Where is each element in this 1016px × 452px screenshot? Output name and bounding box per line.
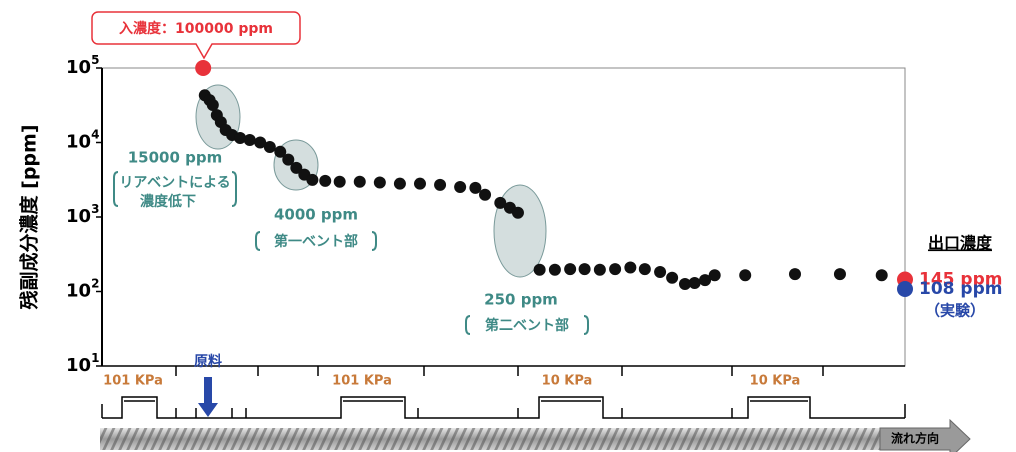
bracket	[113, 171, 589, 335]
outlet-label: 145 ppm	[919, 269, 1002, 289]
data-point	[434, 178, 447, 191]
data-point	[511, 206, 524, 219]
annotation: 第一ベント部	[274, 233, 358, 250]
y-tick-exponent: 5	[91, 53, 99, 67]
data-point	[333, 175, 346, 188]
data-point	[533, 263, 546, 276]
flow-arrow	[879, 418, 971, 452]
feed-label: 原料	[194, 353, 222, 370]
data-point	[479, 188, 492, 201]
y-tick-exponent: 4	[91, 127, 99, 141]
data-point	[469, 181, 482, 194]
y-tick-exponent: 1	[91, 351, 99, 365]
data-point	[353, 175, 366, 188]
vent-highlight	[195, 84, 547, 278]
y-tick-base: 10	[66, 57, 91, 78]
data-point	[306, 173, 319, 186]
data-point	[319, 174, 332, 187]
data-point	[206, 98, 219, 111]
data-point	[494, 196, 507, 209]
data-point	[578, 263, 591, 276]
annotation: 250 ppm	[484, 291, 558, 309]
y-tick-label: 105	[66, 53, 99, 79]
data-point	[234, 131, 247, 144]
screw-thread	[100, 428, 890, 450]
data-point	[564, 263, 577, 276]
data-point	[708, 269, 721, 282]
pressure-label: 101 KPa	[103, 374, 163, 389]
y-tick-label: 101	[66, 351, 99, 377]
annotation: 第二ベント部	[485, 317, 569, 334]
y-tick-base: 10	[66, 206, 91, 227]
outlet-point	[897, 281, 913, 298]
data-point	[654, 265, 667, 278]
feed-arrow	[198, 377, 218, 417]
y-tick-exponent: 2	[91, 276, 99, 290]
data-point	[678, 278, 691, 291]
data-point	[282, 153, 295, 166]
y-tick-exponent: 3	[91, 202, 99, 216]
data-point	[413, 177, 426, 190]
data-point	[274, 145, 287, 158]
data-point	[243, 134, 256, 147]
data-point	[263, 141, 276, 154]
data-point	[699, 274, 712, 287]
outlet-label: 108 ppm	[919, 279, 1002, 299]
y-axis-title: 残副成分濃度 [ppm]	[18, 125, 41, 310]
y-tick-base: 10	[66, 281, 91, 302]
outlet-title: 出口濃度	[928, 234, 993, 253]
inlet-point	[195, 60, 212, 76]
data-point	[609, 263, 622, 276]
y-tick-base: 10	[66, 132, 91, 153]
y-tick-label: 102	[66, 276, 99, 302]
y-tick-base: 10	[66, 355, 91, 376]
annotation: 濃度低下	[140, 193, 196, 210]
data-point	[739, 269, 752, 282]
y-tick-label: 103	[66, 202, 99, 228]
data-point	[666, 271, 679, 284]
data-point	[788, 268, 801, 281]
inlet-label: 入濃度：100000 ppm	[119, 20, 273, 37]
data-point	[393, 177, 406, 190]
annotation: 4000 ppm	[274, 206, 358, 224]
data-point	[688, 277, 701, 290]
data-point	[290, 161, 303, 174]
data-point	[638, 263, 651, 276]
pressure-label: 10 KPa	[750, 374, 801, 389]
y-tick-label: 104	[66, 127, 99, 153]
data-point	[624, 261, 637, 274]
data-point	[254, 136, 267, 149]
flow-label: 流れ方向	[891, 431, 939, 446]
pressure-label: 10 KPa	[542, 374, 593, 389]
data-point	[875, 269, 888, 282]
data-point	[593, 263, 606, 276]
process-line	[101, 366, 906, 419]
callout-box	[91, 11, 301, 60]
data-point	[454, 180, 467, 193]
data-point	[833, 268, 846, 281]
outlet-note: （実験）	[925, 302, 985, 320]
data-point	[548, 263, 561, 276]
annotation: リアベントによる	[119, 175, 230, 191]
annotation: 15000 ppm	[128, 149, 223, 167]
data-point	[373, 176, 386, 189]
pressure-label: 101 KPa	[332, 374, 392, 389]
